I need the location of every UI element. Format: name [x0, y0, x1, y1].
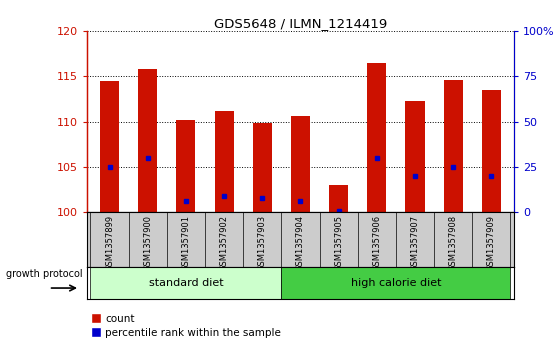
- Bar: [444, 80, 463, 212]
- Text: GSM1357901: GSM1357901: [182, 215, 191, 271]
- Text: GSM1357900: GSM1357900: [143, 215, 152, 271]
- Text: GSM1357903: GSM1357903: [258, 215, 267, 271]
- Text: growth protocol: growth protocol: [6, 269, 82, 279]
- Text: GSM1357899: GSM1357899: [105, 215, 114, 271]
- Bar: [281, 267, 510, 299]
- Text: GSM1357902: GSM1357902: [220, 215, 229, 271]
- Text: GSM1357908: GSM1357908: [449, 215, 458, 271]
- Title: GDS5648 / ILMN_1214419: GDS5648 / ILMN_1214419: [214, 17, 387, 30]
- Bar: [367, 62, 386, 212]
- Bar: [482, 90, 501, 212]
- Text: GSM1357905: GSM1357905: [334, 215, 343, 271]
- Bar: [100, 81, 119, 212]
- Bar: [405, 101, 424, 212]
- Bar: [215, 111, 234, 212]
- Text: GSM1357907: GSM1357907: [410, 215, 419, 271]
- Bar: [177, 120, 196, 212]
- Legend: count, percentile rank within the sample: count, percentile rank within the sample: [92, 314, 281, 338]
- Bar: [329, 185, 348, 212]
- Text: GSM1357909: GSM1357909: [487, 215, 496, 271]
- Bar: [138, 69, 157, 212]
- Bar: [291, 116, 310, 212]
- Bar: [253, 123, 272, 212]
- Text: standard diet: standard diet: [149, 278, 223, 288]
- Text: high calorie diet: high calorie diet: [350, 278, 441, 288]
- Text: GSM1357906: GSM1357906: [372, 215, 381, 271]
- Text: GSM1357904: GSM1357904: [296, 215, 305, 271]
- Bar: [91, 267, 281, 299]
